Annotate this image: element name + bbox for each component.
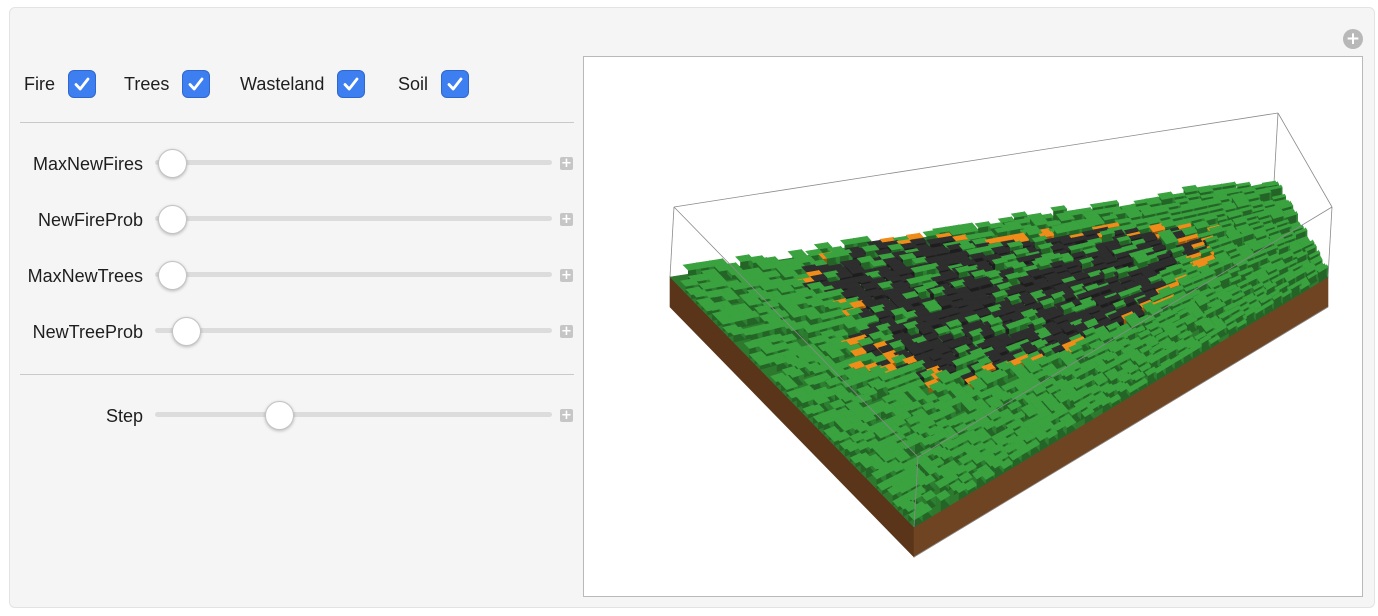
checkbox-label: Soil bbox=[398, 73, 429, 94]
checkmark-icon[interactable] bbox=[441, 70, 470, 98]
slider-label-newtreeprob: NewTreeProb bbox=[32, 322, 143, 342]
slider-thumb-maxnewfires[interactable] bbox=[158, 149, 187, 178]
checkmark-icon[interactable] bbox=[182, 70, 211, 98]
slider-thumb-newtreeprob[interactable] bbox=[172, 317, 201, 346]
forest-fire-3d-view[interactable] bbox=[583, 56, 1363, 597]
plus-icon[interactable]: + bbox=[560, 408, 573, 423]
divider bbox=[20, 122, 574, 123]
checkbox-label: Wasteland bbox=[240, 73, 325, 94]
slider-label-maxnewfires: MaxNewFires bbox=[32, 154, 143, 174]
slider-label-step: Step bbox=[105, 406, 143, 426]
slider-thumb-newfireprob[interactable] bbox=[158, 205, 187, 234]
checkbox-label: Trees bbox=[124, 73, 170, 94]
plus-icon[interactable]: + bbox=[560, 156, 573, 171]
slider-track-step[interactable] bbox=[155, 412, 552, 417]
circle-plus-icon[interactable]: + bbox=[1343, 29, 1363, 49]
slider-label-newfireprob: NewFireProb bbox=[37, 210, 143, 230]
checkbox-label: Fire bbox=[24, 73, 55, 94]
plus-icon[interactable]: + bbox=[560, 324, 573, 339]
divider bbox=[20, 374, 574, 375]
slider-track-maxnewfires[interactable] bbox=[155, 160, 552, 165]
checkbox-fire[interactable]: Fire bbox=[24, 68, 96, 100]
slider-thumb-step[interactable] bbox=[265, 401, 294, 430]
voxel-scene bbox=[669, 112, 1333, 558]
plus-icon[interactable]: + bbox=[560, 268, 573, 283]
plus-icon[interactable]: + bbox=[560, 212, 573, 227]
slider-track-newfireprob[interactable] bbox=[155, 216, 552, 221]
checkbox-soil[interactable]: Soil bbox=[398, 68, 470, 100]
slider-track-maxnewtrees[interactable] bbox=[155, 272, 552, 277]
checkbox-trees[interactable]: Trees bbox=[124, 68, 211, 100]
checkbox-wasteland[interactable]: Wasteland bbox=[240, 68, 366, 100]
slider-label-maxnewtrees: MaxNewTrees bbox=[27, 266, 143, 286]
slider-track-newtreeprob[interactable] bbox=[155, 328, 552, 333]
checkmark-icon[interactable] bbox=[337, 70, 366, 98]
slider-thumb-maxnewtrees[interactable] bbox=[158, 261, 187, 290]
checkmark-icon[interactable] bbox=[68, 70, 96, 98]
